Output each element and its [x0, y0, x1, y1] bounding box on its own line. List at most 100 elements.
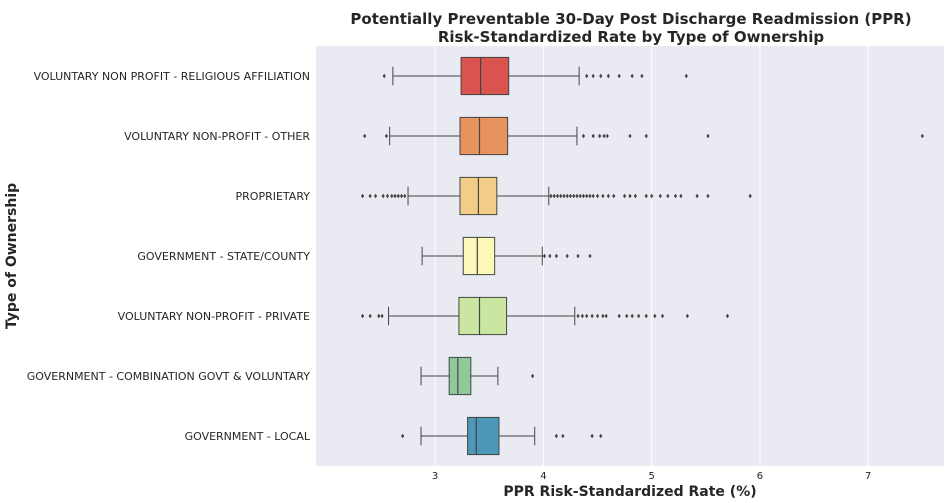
- outlier-point: [401, 433, 405, 439]
- outlier-point: [622, 193, 627, 199]
- outlier-point: [368, 313, 372, 319]
- outlier-point: [588, 253, 592, 259]
- outlier-point: [562, 193, 566, 199]
- outlier-point: [576, 313, 580, 319]
- outlier-point: [590, 313, 594, 319]
- box-series: [421, 236, 592, 276]
- y-category-label: VOLUNTARY NON-PROFIT - PRIVATE: [118, 310, 310, 323]
- outlier-point: [617, 73, 621, 79]
- box-series: [382, 56, 688, 96]
- outlier-point: [660, 313, 665, 319]
- outlier-point: [591, 193, 595, 199]
- y-category-label: GOVERNMENT - LOCAL: [185, 430, 311, 443]
- outlier-point: [578, 193, 582, 199]
- outlier-point: [580, 313, 584, 319]
- outlier-point: [644, 313, 648, 319]
- outlier-point: [666, 193, 670, 199]
- outlier-point: [390, 193, 394, 199]
- box: [448, 356, 472, 396]
- outlier-point: [568, 193, 573, 199]
- x-tick-label: 6: [757, 471, 763, 482]
- outlier-point: [612, 193, 616, 199]
- boxes-group: [360, 56, 924, 456]
- outlier-point: [363, 133, 367, 139]
- outlier-point: [920, 133, 924, 139]
- outlier-point: [555, 193, 560, 199]
- outlier-point: [650, 193, 654, 199]
- outlier-point: [602, 133, 606, 139]
- outlier-point: [581, 133, 586, 139]
- y-category-label: VOLUNTARY NON-PROFIT - OTHER: [124, 130, 310, 143]
- outlier-point: [640, 73, 644, 79]
- y-category-label: GOVERNMENT - STATE/COUNTY: [137, 250, 310, 263]
- outlier-point: [606, 73, 610, 79]
- outlier-point: [604, 313, 608, 319]
- box-series: [363, 116, 924, 156]
- x-tick-label: 7: [865, 471, 871, 482]
- outlier-point: [585, 313, 589, 319]
- y-category-labels: VOLUNTARY NON PROFIT - RELIGIOUS AFFILIA…: [27, 70, 311, 443]
- outlier-point: [382, 73, 386, 79]
- outlier-point: [576, 253, 580, 259]
- outlier-point: [399, 193, 404, 199]
- x-tick-label: 4: [540, 471, 546, 482]
- outlier-point: [590, 433, 594, 439]
- outlier-point: [380, 313, 384, 319]
- outlier-point: [633, 193, 638, 199]
- outlier-point: [601, 313, 605, 319]
- box: [460, 56, 510, 96]
- outlier-point: [598, 133, 602, 139]
- outlier-point: [559, 193, 563, 199]
- outlier-point: [601, 193, 605, 199]
- outlier-point: [628, 193, 632, 199]
- outlier-point: [637, 313, 641, 319]
- outlier-point: [572, 193, 576, 199]
- outlier-point: [542, 253, 547, 259]
- outlier-point: [575, 193, 579, 199]
- outlier-point: [549, 193, 553, 199]
- outlier-point: [403, 193, 407, 199]
- outlier-point: [599, 433, 603, 439]
- outlier-point: [653, 313, 657, 319]
- outlier-point: [595, 313, 600, 319]
- y-category-label: PROPRIETARY: [236, 190, 311, 203]
- box: [467, 416, 500, 456]
- outlier-point: [585, 193, 589, 199]
- box-series: [401, 416, 603, 456]
- outlier-point: [605, 133, 609, 139]
- y-category-label: GOVERNMENT - COMBINATION GOVT & VOLUNTAR…: [27, 370, 311, 383]
- y-axis-title: Type of Ownership: [4, 183, 20, 329]
- x-tick-label: 3: [432, 471, 438, 482]
- outlier-point: [630, 73, 634, 79]
- outlier-point: [679, 193, 683, 199]
- outlier-point: [591, 133, 595, 139]
- x-axis-title: PPR Risk-Standardized Rate (%): [503, 484, 756, 500]
- outlier-point: [599, 73, 603, 79]
- outlier-point: [595, 193, 600, 199]
- box: [458, 296, 508, 336]
- chart-title: Potentially Preventable 30-Day Post Disc…: [350, 10, 911, 28]
- outlier-point: [658, 193, 662, 199]
- outlier-point: [628, 133, 632, 139]
- outlier-point: [606, 193, 610, 199]
- outlier-point: [565, 193, 569, 199]
- outlier-point: [360, 193, 365, 199]
- outlier-point: [561, 433, 565, 439]
- outlier-point: [368, 193, 372, 199]
- y-category-label: VOLUNTARY NON PROFIT - RELIGIOUS AFFILIA…: [34, 70, 310, 83]
- outlier-point: [581, 193, 586, 199]
- outlier-point: [381, 193, 385, 199]
- outlier-point: [625, 313, 629, 319]
- outlier-point: [673, 193, 678, 199]
- box: [459, 116, 509, 156]
- outlier-point: [644, 133, 648, 139]
- outlier-point: [588, 193, 592, 199]
- outlier-point: [684, 73, 688, 79]
- outlier-point: [695, 193, 699, 199]
- chart-subtitle: Risk-Standardized Rate by Type of Owners…: [438, 28, 825, 46]
- outlier-point: [725, 313, 730, 319]
- outlier-point: [385, 193, 390, 199]
- box-series: [420, 356, 535, 396]
- outlier-point: [591, 73, 595, 79]
